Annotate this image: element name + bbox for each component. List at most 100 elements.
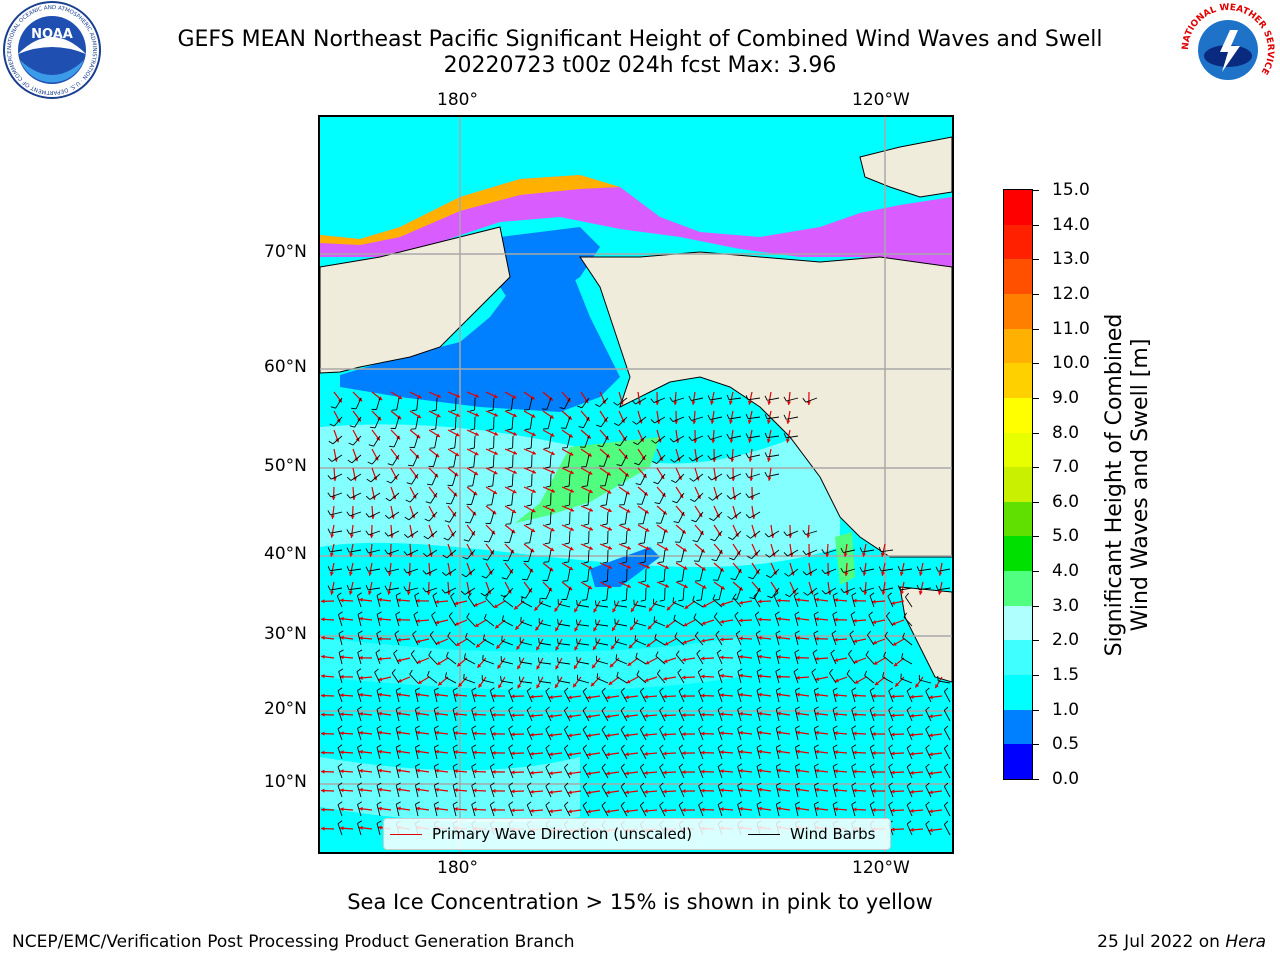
wind-barb-flag xyxy=(461,573,467,578)
wind-barb xyxy=(558,661,571,665)
wave-arrow-head xyxy=(494,431,498,436)
wind-barb xyxy=(881,568,894,572)
wind-barb xyxy=(832,785,837,798)
wave-arrow-head xyxy=(473,769,477,774)
wind-barb xyxy=(775,690,780,703)
wind-barb-flag xyxy=(357,649,363,653)
wind-barb-flag xyxy=(526,504,532,507)
wave-arrow-head xyxy=(815,597,819,602)
wind-barb-flag xyxy=(925,820,930,825)
wind-barb xyxy=(489,728,495,741)
wind-barb-flag xyxy=(840,547,844,553)
wind-barb-flag xyxy=(935,585,939,590)
wind-barb-flag xyxy=(620,763,625,768)
wind-barb xyxy=(564,710,571,722)
wind-barb xyxy=(508,728,514,741)
wind-barb-flag xyxy=(653,481,659,485)
wind-barb-flag xyxy=(559,407,565,410)
wind-barb-flag xyxy=(802,529,806,535)
wind-barb xyxy=(489,785,495,798)
wind-barb-flag xyxy=(639,782,645,787)
wind-barb xyxy=(794,747,799,760)
wind-barb xyxy=(698,766,704,779)
wave-arrow-head xyxy=(493,394,498,398)
wave-arrow-head xyxy=(474,432,479,436)
wind-barb xyxy=(539,622,552,627)
wind-barb xyxy=(832,709,837,722)
wind-barb-flag xyxy=(698,687,703,692)
wind-barb-flag xyxy=(814,801,819,805)
wind-barb-flag xyxy=(351,407,357,410)
wind-barb-flag xyxy=(745,413,749,419)
wind-barb xyxy=(620,786,628,798)
wind-barb-flag xyxy=(365,530,370,536)
wind-barb xyxy=(905,596,913,608)
wind-barb-flag xyxy=(925,763,930,768)
wind-barb xyxy=(881,549,894,553)
wave-arrow-head xyxy=(777,598,781,603)
wind-barb-flag xyxy=(672,500,678,504)
wind-barb xyxy=(564,397,571,409)
wave-arrow-head xyxy=(747,419,752,424)
wind-barb-flag xyxy=(691,519,697,523)
wind-barb xyxy=(694,492,704,502)
wind-barb-flag xyxy=(943,801,949,806)
wind-barb-flag xyxy=(482,558,488,561)
wind-barb xyxy=(867,634,875,646)
wind-barb-flag xyxy=(365,513,370,518)
wave-arrow-head xyxy=(644,694,648,699)
wind-barb xyxy=(395,416,400,429)
wind-barb-flag xyxy=(878,585,882,591)
wind-barb-flag xyxy=(403,568,408,574)
wind-barb-flag xyxy=(415,763,421,767)
wind-barb xyxy=(547,568,552,581)
wave-arrow-head xyxy=(592,664,596,669)
wave-arrow-head xyxy=(758,806,762,811)
wave-arrow-head xyxy=(438,681,443,686)
colorbar-tick-label: 14.0 xyxy=(1052,214,1090,235)
wave-arrow-head xyxy=(587,714,591,719)
wind-barb xyxy=(906,709,913,722)
wave-arrow-head xyxy=(378,806,382,811)
wind-barb-flag xyxy=(709,517,714,521)
wave-arrow-head xyxy=(929,752,933,757)
wind-barb-flag xyxy=(327,566,331,571)
wave-arrow-head xyxy=(767,477,772,481)
wind-barb xyxy=(336,595,343,608)
wind-barb-flag xyxy=(488,409,494,412)
wave-arrow-head xyxy=(701,731,705,736)
wind-barb xyxy=(547,416,552,429)
wind-barb-flag xyxy=(715,630,720,636)
wind-barb-flag xyxy=(410,650,415,655)
wave-arrow-head xyxy=(436,413,441,418)
wind-barb-flag xyxy=(415,725,421,729)
wind-barb-flag xyxy=(327,475,332,480)
wind-barb-flag xyxy=(415,744,421,748)
wind-barb xyxy=(767,397,780,401)
wind-barb xyxy=(786,435,799,439)
wind-barb xyxy=(786,530,799,537)
wind-barb xyxy=(661,530,666,543)
wind-barb-flag xyxy=(431,611,436,616)
wind-barb-flag xyxy=(446,502,452,505)
wind-barb xyxy=(433,454,438,467)
wave-arrow-head xyxy=(417,394,422,399)
wave-arrow-head xyxy=(588,489,593,493)
wave-arrow-head xyxy=(359,616,363,621)
wind-barb xyxy=(693,617,704,627)
wave-arrow-head xyxy=(664,565,669,569)
wind-barb-flag xyxy=(464,632,468,638)
wave-arrow-head xyxy=(378,825,382,830)
wind-barb-flag xyxy=(346,566,350,571)
wind-barb xyxy=(794,804,799,817)
wind-barb-flag xyxy=(640,561,646,564)
legend-wind-label: Wind Barbs xyxy=(790,825,876,843)
wind-barb xyxy=(698,785,704,798)
wind-barb-flag xyxy=(490,763,495,767)
wind-barb xyxy=(787,549,799,557)
wind-barb xyxy=(528,397,533,410)
wind-barb xyxy=(548,549,552,562)
wind-barb-flag xyxy=(906,782,912,787)
wind-barb xyxy=(582,729,590,741)
chart-subtitle: 20220723 t00z 024h fcst Max: 3.96 xyxy=(443,53,837,78)
